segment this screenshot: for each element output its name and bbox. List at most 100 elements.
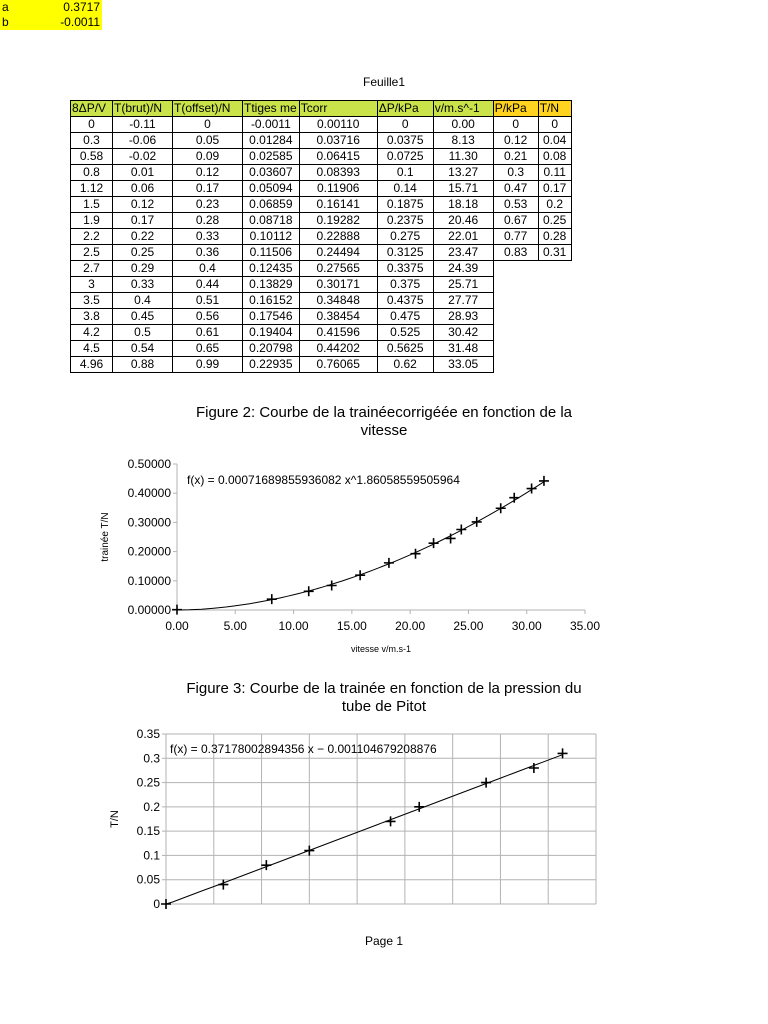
- table-cell: 0.51: [172, 292, 243, 309]
- column-header: v/m.s^-1: [432, 100, 494, 117]
- y-tick-label: 0: [153, 897, 160, 911]
- table-cell: 0.06: [112, 180, 173, 197]
- table-cell: 0.23: [172, 196, 243, 213]
- table-cell: 0.22: [112, 228, 173, 245]
- table-cell: 0.47: [492, 180, 539, 197]
- table-cell: [493, 277, 538, 293]
- table-cell: 0.41596: [298, 324, 378, 341]
- table-cell: [538, 293, 571, 309]
- table-cell: 0.44: [172, 276, 243, 293]
- table-cell: 0.58: [70, 148, 113, 165]
- table-cell: 1.12: [70, 180, 113, 197]
- table-cell: 0.56: [172, 308, 243, 325]
- data-point: [481, 777, 492, 788]
- table-cell: 25.71: [432, 276, 494, 293]
- table-cell: [493, 325, 538, 341]
- figure-3-chart: 0 0.05 0.1 0.15 0.2 0.25 0.3 0.35 T/N f(x) = 0.37…: [109, 727, 597, 911]
- table-cell: 0.12: [492, 132, 539, 149]
- table-cell: 1.5: [70, 196, 113, 213]
- y-tick-label: 0.2: [143, 800, 160, 814]
- table-cell: 0.11: [537, 164, 572, 181]
- table-cell: 0.33: [172, 228, 243, 245]
- data-point: [526, 483, 537, 494]
- table-cell: 24.39: [432, 260, 494, 277]
- table-cell: 0.19282: [298, 212, 378, 229]
- x-tick-label: 0.00: [165, 619, 189, 633]
- table-cell: 0.21: [492, 148, 539, 165]
- table-cell: 0.12: [112, 196, 173, 213]
- table-cell: 23.47: [432, 244, 494, 261]
- table-cell: 0.4: [112, 292, 173, 309]
- table-cell: 0.06859: [242, 196, 300, 213]
- table-cell: 0.00110: [298, 116, 378, 133]
- table-cell: 0.11506: [242, 244, 300, 261]
- table-cell: 0.16141: [298, 196, 378, 213]
- table-cell: 33.05: [432, 356, 494, 373]
- table-cell: 0.17: [112, 212, 173, 229]
- table-cell: 0.3: [70, 132, 113, 149]
- data-point: [495, 503, 506, 514]
- table-cell: 0.17546: [242, 308, 300, 325]
- table-cell: 0.45: [112, 308, 173, 325]
- data-point: [385, 816, 396, 827]
- data-table: 8ΔP/V T(brut)/N T(offset)/N Ttiges me Tcorr Δ…: [70, 100, 572, 373]
- table-cell: [493, 309, 538, 325]
- table-cell: [538, 261, 571, 277]
- data-point: [456, 524, 467, 535]
- table-cell: 0.28: [172, 212, 243, 229]
- sheet-title: Feuille1: [362, 75, 406, 89]
- figure-3-title: Figure 3: Courbe de la trainée en foncti…: [0, 680, 768, 716]
- table-cell: [493, 341, 538, 357]
- table-row: 0 -0.11 0 -0.0011 0.00110 0 0.00 0 0: [70, 116, 572, 133]
- figure-2-chart: 0.00000 0.10000 0.20000 0.30000 0.40000 0.500…: [100, 457, 600, 654]
- table-row: 3.8 0.45 0.56 0.17546 0.38454 0.475 28.93: [70, 308, 572, 325]
- column-header: T(offset)/N: [172, 100, 243, 117]
- data-point: [528, 763, 539, 773]
- table-row: 2.5 0.25 0.36 0.11506 0.24494 0.3125 23.47 0.83…: [70, 244, 572, 261]
- data-point: [303, 586, 314, 597]
- y-tick-label: 0.20000: [128, 545, 172, 559]
- table-cell: 0.02585: [242, 148, 300, 165]
- table-cell: 3: [70, 276, 113, 293]
- table-cell: 4.96: [70, 356, 113, 373]
- table-cell: -0.0011: [242, 116, 300, 133]
- x-tick-label: 20.00: [395, 619, 425, 633]
- y-tick-label: 0.35: [137, 727, 161, 741]
- table-cell: 0.25: [112, 244, 173, 261]
- table-cell: 0.99: [172, 356, 243, 373]
- table-cell: 0.00: [432, 116, 494, 133]
- table-cell: [538, 357, 571, 373]
- x-tick-label: 25.00: [453, 619, 483, 633]
- table-row: 1.12 0.06 0.17 0.05094 0.11906 0.14 15.71 0.47 0…: [70, 180, 572, 197]
- table-cell: 8.13: [432, 132, 494, 149]
- table-cell: 31.48: [432, 340, 494, 357]
- table-cell: 0.375: [376, 276, 434, 293]
- table-cell: -0.06: [112, 132, 173, 149]
- data-point: [445, 533, 456, 544]
- table-cell: -0.02: [112, 148, 173, 165]
- y-axis-title: trainée T/N: [100, 512, 111, 561]
- coefficient-value: 0.3717: [24, 0, 102, 15]
- table-cell: 0.05: [172, 132, 243, 149]
- table-cell: 0.05094: [242, 180, 300, 197]
- table-cell: 0.13829: [242, 276, 300, 293]
- table-cell: 0.17: [537, 180, 572, 197]
- column-header: Ttiges me: [242, 100, 300, 117]
- table-cell: 0.22888: [298, 228, 378, 245]
- table-cell: 0.2375: [376, 212, 434, 229]
- table-cell: 0.8: [70, 164, 113, 181]
- table-cell: 18.18: [432, 196, 494, 213]
- table-cell: 2.5: [70, 244, 113, 261]
- data-point: [304, 845, 315, 856]
- table-cell: 0.12435: [242, 260, 300, 277]
- table-cell: 0.06415: [298, 148, 378, 165]
- coefficient-row: b -0.0011: [0, 15, 102, 30]
- table-cell: 0.04: [537, 132, 572, 149]
- table-cell: 0.11906: [298, 180, 378, 197]
- table-cell: 0.28: [537, 228, 572, 245]
- table-cell: 0.4: [172, 260, 243, 277]
- table-row: 2.7 0.29 0.4 0.12435 0.27565 0.3375 24.39: [70, 260, 572, 277]
- table-cell: 0.0725: [376, 148, 434, 165]
- table-cell: 0.65: [172, 340, 243, 357]
- table-cell: 0.03607: [242, 164, 300, 181]
